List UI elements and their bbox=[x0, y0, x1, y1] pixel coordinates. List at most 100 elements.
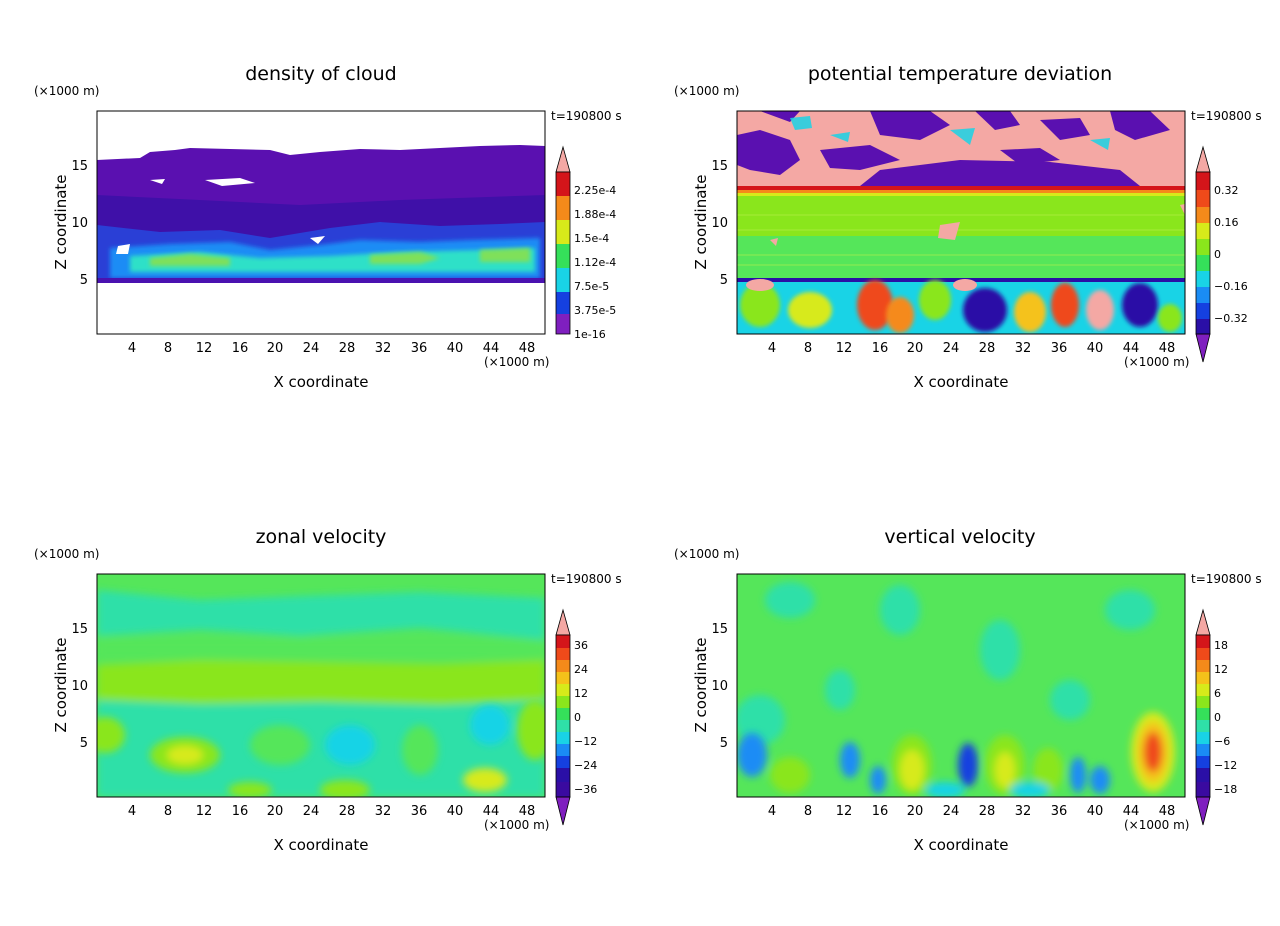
panel-title: density of cloud bbox=[245, 63, 397, 85]
cloud-cyan-layer bbox=[130, 248, 535, 272]
time-label: t=190800 s bbox=[551, 572, 622, 586]
colorbar-swatch bbox=[556, 684, 570, 696]
y-unit-label: (×1000 m) bbox=[34, 84, 99, 98]
time-label: t=190800 s bbox=[551, 109, 622, 123]
x-axis-label: X coordinate bbox=[913, 836, 1008, 854]
y-axis-label: Z coordinate bbox=[692, 637, 710, 732]
colorbar-swatch bbox=[1196, 207, 1210, 223]
plot-area bbox=[97, 111, 545, 334]
x-ticks: 4 8 12 16 20 24 28 32 36 40 44 48 bbox=[768, 804, 1175, 819]
x-tick: 32 bbox=[375, 341, 392, 356]
x-tick: 4 bbox=[128, 804, 136, 819]
x-tick: 16 bbox=[872, 804, 889, 819]
y-axis-label: Z coordinate bbox=[692, 174, 710, 269]
plot-area bbox=[737, 111, 1185, 334]
x-ticks: 4 8 12 16 20 24 28 32 36 40 44 48 bbox=[128, 341, 535, 356]
y-ticks: 5 10 15 bbox=[711, 159, 728, 288]
x-tick: 8 bbox=[164, 341, 172, 356]
colorbar-label: 1.12e-4 bbox=[574, 256, 616, 269]
mid-stripes bbox=[737, 214, 1185, 266]
panel-title: potential temperature deviation bbox=[808, 63, 1112, 85]
mid-lightgreen-band bbox=[737, 196, 1185, 236]
x-tick: 24 bbox=[303, 341, 320, 356]
colorbar-label: 18 bbox=[1214, 639, 1228, 652]
y-tick: 10 bbox=[71, 679, 88, 694]
y-unit-label: (×1000 m) bbox=[674, 84, 739, 98]
x-tick: 20 bbox=[267, 341, 284, 356]
x-tick: 28 bbox=[979, 341, 996, 356]
y-axis-label: Z coordinate bbox=[52, 637, 70, 732]
colorbar-label: −12 bbox=[1214, 759, 1237, 772]
y-tick: 10 bbox=[71, 216, 88, 231]
x-tick: 36 bbox=[1051, 804, 1068, 819]
x-unit-label: (×1000 m) bbox=[1124, 818, 1189, 832]
colorbar-label: 0 bbox=[574, 711, 581, 724]
colorbar-frame bbox=[555, 634, 571, 798]
colorbar-swatch bbox=[1196, 239, 1210, 255]
colorbar-swatch bbox=[556, 660, 570, 672]
x-tick: 12 bbox=[836, 804, 853, 819]
panel-vertical-velocity: vertical velocity (×1000 m) t=190800 s bbox=[674, 526, 1262, 854]
y-tick: 15 bbox=[711, 159, 728, 174]
colorbar-label: 1.5e-4 bbox=[574, 232, 609, 245]
x-tick: 28 bbox=[979, 804, 996, 819]
panel-zonal-velocity: zonal velocity (×1000 m) t=190800 s bbox=[34, 526, 622, 854]
colorbar-swatch bbox=[556, 756, 570, 768]
colorbar-label: −18 bbox=[1214, 783, 1237, 796]
colorbar-label: 7.5e-5 bbox=[574, 280, 609, 293]
upper-cyan-patches bbox=[790, 116, 1110, 150]
colorbar-extend-top bbox=[1195, 608, 1211, 636]
colorbar-swatch bbox=[1196, 660, 1210, 672]
x-tick: 36 bbox=[1051, 341, 1068, 356]
colorbar-swatch bbox=[1196, 732, 1210, 744]
colorbar-label: 3.75e-5 bbox=[574, 304, 616, 317]
colorbar-label: 0.16 bbox=[1214, 216, 1239, 229]
x-tick: 32 bbox=[375, 804, 392, 819]
zonal-bands bbox=[97, 590, 545, 797]
x-tick: 12 bbox=[836, 341, 853, 356]
x-tick: 8 bbox=[804, 804, 812, 819]
x-tick: 48 bbox=[1159, 341, 1176, 356]
x-tick: 24 bbox=[943, 804, 960, 819]
colorbar-label: −6 bbox=[1214, 735, 1230, 748]
colorbar-swatch bbox=[1196, 223, 1210, 239]
colorbar-swatch bbox=[1196, 744, 1210, 756]
y-tick: 10 bbox=[711, 216, 728, 231]
mid-green-band bbox=[737, 236, 1185, 276]
time-label: t=190800 s bbox=[1191, 109, 1262, 123]
colorbar-swatch bbox=[1196, 696, 1210, 708]
colorbar-swatch bbox=[1196, 708, 1210, 720]
colorbar-swatch bbox=[556, 672, 570, 684]
colorbar-label: 24 bbox=[574, 663, 588, 676]
x-tick: 12 bbox=[196, 341, 213, 356]
x-tick: 8 bbox=[164, 804, 172, 819]
panel-title: zonal velocity bbox=[256, 526, 387, 548]
x-tick: 24 bbox=[303, 804, 320, 819]
x-tick: 28 bbox=[339, 341, 356, 356]
x-tick: 40 bbox=[447, 341, 464, 356]
colorbar-extend-bottom bbox=[555, 796, 571, 826]
x-tick: 16 bbox=[232, 341, 249, 356]
cloud-green-patches bbox=[150, 248, 530, 266]
time-label: t=190800 s bbox=[1191, 572, 1262, 586]
colorbar-swatch bbox=[1196, 756, 1210, 768]
x-tick: 4 bbox=[768, 804, 776, 819]
colorbar-swatch bbox=[1196, 768, 1210, 782]
x-tick: 36 bbox=[411, 804, 428, 819]
colorbar-swatch bbox=[1196, 782, 1210, 797]
upper-purple-patches bbox=[737, 111, 1170, 186]
colorbar-label: 1.88e-4 bbox=[574, 208, 616, 221]
colorbar-swatch bbox=[1196, 172, 1210, 190]
colorbar-extend-top bbox=[555, 608, 571, 636]
colorbar-label: −36 bbox=[574, 783, 597, 796]
colorbar-extend-bottom bbox=[1195, 796, 1211, 826]
x-unit-label: (×1000 m) bbox=[1124, 355, 1189, 369]
colorbar-swatch bbox=[1196, 635, 1210, 648]
colorbar: 2.25e-4 1.88e-4 1.5e-4 1.12e-4 7.5e-5 3.… bbox=[555, 145, 616, 341]
y-tick: 15 bbox=[71, 159, 88, 174]
colorbar-swatch bbox=[1196, 271, 1210, 287]
x-tick: 44 bbox=[1123, 804, 1140, 819]
x-axis-label: X coordinate bbox=[273, 836, 368, 854]
y-ticks: 5 10 15 bbox=[711, 622, 728, 751]
x-tick: 32 bbox=[1015, 341, 1032, 356]
